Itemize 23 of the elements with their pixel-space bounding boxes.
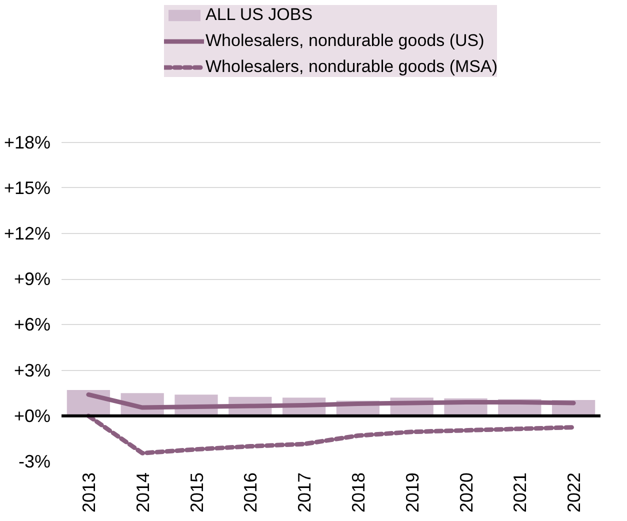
y-tick-label: +15% — [4, 178, 51, 198]
x-tick-label: 2019 — [402, 472, 422, 513]
x-tick-label: 2013 — [78, 472, 99, 513]
x-tick-label: 2018 — [348, 472, 368, 513]
y-tick-label: +18% — [4, 132, 51, 152]
y-tick-label: +6% — [14, 314, 51, 335]
x-tick-label: 2014 — [132, 472, 153, 513]
x-tick-label: 2015 — [186, 472, 207, 513]
x-tick-label: 2017 — [294, 472, 315, 513]
x-tick-label: 2022 — [564, 472, 584, 513]
legend-label: Wholesalers, nondurable goods (US) — [206, 31, 484, 51]
y-tick-label: -3% — [18, 452, 51, 472]
legend-label: ALL US JOBS — [206, 5, 313, 25]
legend-label: Wholesalers, nondurable goods (MSA) — [206, 57, 498, 77]
line-series — [86, 392, 576, 410]
y-tick-label: +12% — [4, 224, 51, 244]
y-tick-label: +3% — [14, 360, 51, 380]
x-tick-label: 2020 — [456, 472, 476, 513]
y-tick-label: +9% — [14, 269, 51, 290]
x-tick-label: 2021 — [510, 472, 530, 513]
y-tick-label: +0% — [14, 406, 51, 426]
line-series — [86, 414, 576, 456]
x-tick-label: 2016 — [240, 472, 261, 513]
